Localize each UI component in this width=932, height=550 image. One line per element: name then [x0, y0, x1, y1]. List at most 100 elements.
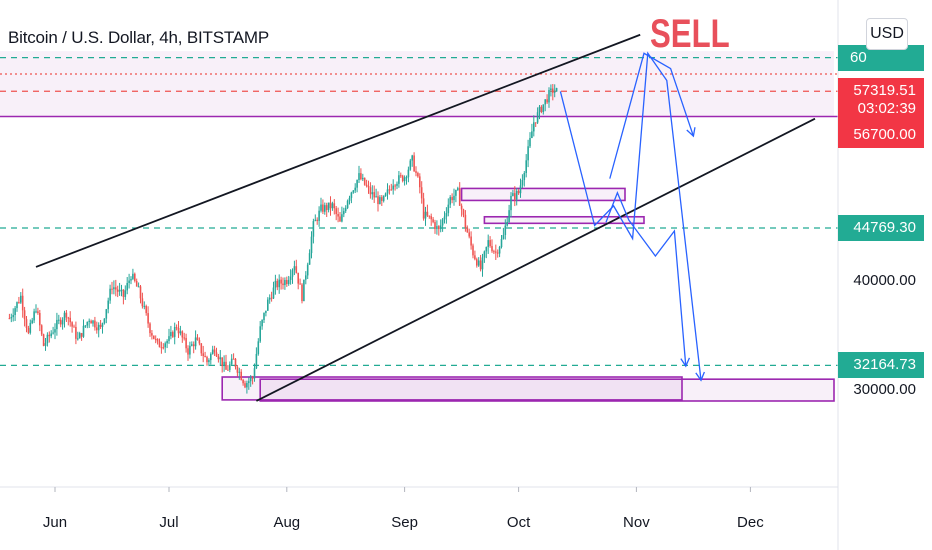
- candle-body: [225, 361, 227, 370]
- candle-body: [200, 343, 203, 354]
- candle-body: [88, 320, 90, 322]
- candle-body: [413, 155, 415, 172]
- candle-body: [384, 193, 387, 196]
- candle-body: [153, 335, 155, 339]
- candle-body: [238, 371, 241, 373]
- candle-body: [286, 280, 288, 285]
- candle-body: [462, 209, 465, 215]
- candle-body: [230, 358, 233, 365]
- candle-body: [466, 227, 469, 233]
- candle-body: [445, 213, 448, 217]
- projection-path: [609, 52, 695, 179]
- candle-body: [183, 337, 185, 339]
- candle-body: [428, 215, 431, 217]
- candle-body: [179, 331, 182, 334]
- candle-body: [367, 186, 370, 188]
- candle-body: [147, 313, 149, 324]
- candle-body: [20, 295, 22, 303]
- candle-body: [514, 193, 516, 200]
- candle-body: [255, 353, 258, 369]
- time-tick-label: Sep: [391, 514, 418, 531]
- candle-body: [97, 324, 100, 331]
- candle-body: [365, 184, 368, 187]
- candle-body: [80, 333, 83, 337]
- candle-body: [299, 283, 301, 285]
- candle-body: [398, 175, 400, 184]
- candle-body: [496, 252, 499, 254]
- candle-body: [181, 331, 184, 338]
- candle-body: [331, 203, 334, 209]
- candle-body: [82, 325, 85, 337]
- candle-body: [189, 345, 191, 355]
- candle-body: [360, 173, 362, 180]
- candle-body: [308, 253, 311, 265]
- candle-body: [447, 204, 450, 214]
- candle-body: [354, 187, 356, 191]
- candle-body: [392, 185, 394, 190]
- candle-body: [18, 302, 20, 304]
- candle-body: [278, 279, 280, 288]
- candle-body: [69, 317, 71, 323]
- candle-body: [455, 189, 457, 196]
- lines-layer: [35, 33, 816, 402]
- candle-body: [523, 173, 526, 180]
- candle-body: [314, 219, 317, 222]
- candle-body: [546, 99, 548, 103]
- candle-body: [211, 349, 214, 354]
- candle-body: [504, 225, 507, 235]
- candle-body: [77, 338, 79, 340]
- time-tick-label: Jul: [159, 514, 178, 531]
- candle-body: [204, 355, 206, 357]
- candle-body: [46, 334, 49, 344]
- currency-selector[interactable]: USD: [866, 18, 908, 50]
- candle-body: [270, 297, 273, 299]
- projection-path: [559, 51, 702, 381]
- candle-body: [438, 226, 440, 230]
- candle-body: [257, 341, 260, 354]
- candle-body: [44, 343, 47, 346]
- candle-body: [168, 336, 170, 341]
- time-axis[interactable]: Jun Jul Aug Sep Oct Nov Dec: [43, 487, 764, 531]
- candle-body: [177, 327, 180, 334]
- candle-body: [377, 196, 379, 205]
- candle-body: [58, 319, 60, 321]
- candle-body: [373, 192, 375, 198]
- candle-body: [320, 204, 322, 211]
- candle-body: [324, 205, 326, 212]
- candle-body: [479, 260, 482, 270]
- candle-body: [208, 360, 210, 363]
- candle-body: [322, 204, 324, 212]
- zone-rect: [483, 215, 645, 225]
- candle-body: [325, 205, 328, 210]
- candle-body: [337, 213, 339, 217]
- candle-body: [409, 160, 412, 170]
- candle-body: [356, 179, 358, 188]
- candle-body: [362, 177, 364, 180]
- candle-body: [160, 347, 163, 349]
- candle-body: [54, 329, 56, 333]
- candle-body: [521, 179, 524, 186]
- candle-body: [217, 356, 220, 360]
- candle-body: [253, 368, 256, 379]
- candle-body: [390, 189, 393, 191]
- candle-body: [483, 251, 486, 258]
- candle-body: [306, 264, 309, 276]
- candle-body: [460, 205, 463, 210]
- candle-body: [310, 236, 313, 254]
- candle-body: [162, 347, 165, 349]
- candle-body: [21, 295, 24, 311]
- candle-body: [280, 279, 282, 284]
- candle-body: [542, 104, 545, 112]
- candle-body: [436, 226, 438, 230]
- candle-body: [491, 246, 493, 252]
- candle-body: [430, 216, 432, 220]
- candle-body: [303, 279, 305, 302]
- candle-body: [407, 169, 410, 178]
- candle-body: [381, 197, 383, 201]
- candle-body: [42, 334, 45, 346]
- price-axis[interactable]: 40000.00 30000.00: [853, 272, 916, 398]
- candle-body: [282, 283, 284, 286]
- candle-body: [346, 200, 349, 208]
- candle-body: [139, 286, 142, 299]
